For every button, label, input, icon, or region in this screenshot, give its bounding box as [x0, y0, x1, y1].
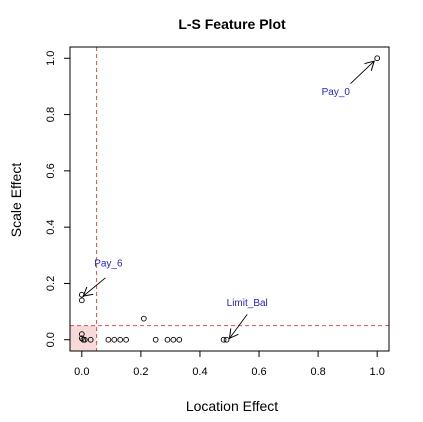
x-tick-label: 0.0: [74, 366, 89, 378]
data-point: [78, 331, 85, 337]
y-tick-label: 0.0: [45, 332, 57, 347]
data-point: [78, 335, 85, 342]
data-point: [81, 336, 88, 343]
y-tick-label: 0.6: [45, 163, 57, 178]
annotation-label: Limit_Bal: [227, 298, 268, 309]
data-point: [117, 336, 124, 343]
data-point: [170, 336, 177, 343]
x-tick-label: 0.4: [192, 366, 207, 378]
data-point: [111, 336, 118, 343]
data-point: [78, 291, 85, 298]
data-point: [164, 336, 171, 343]
x-tick-label: 1.0: [370, 366, 385, 378]
x-tick-label: 0.2: [133, 366, 148, 378]
data-point: [374, 55, 381, 62]
y-tick-label: 0.2: [45, 276, 57, 291]
y-tick-label: 0.8: [45, 107, 57, 122]
x-axis-label: Location Effect: [186, 398, 278, 414]
annotation-label: Pay_0: [322, 87, 351, 98]
threshold-region: [70, 325, 97, 351]
data-point: [78, 297, 85, 304]
plot-frame: [69, 46, 390, 352]
data-point: [176, 336, 183, 343]
data-point: [152, 336, 159, 343]
x-tick-label: 0.6: [251, 366, 266, 378]
data-point: [123, 336, 129, 343]
y-axis-label: Scale Effect: [8, 163, 24, 238]
data-point: [140, 315, 147, 322]
y-tick-label: 1.0: [45, 51, 57, 66]
y-tick-label: 0.4: [45, 219, 57, 234]
data-point: [220, 336, 227, 343]
x-axis: 0.0 0.2 0.4 0.6 0.8 1.0: [74, 351, 385, 378]
annotation-arrow: [83, 277, 106, 296]
data-point: [105, 336, 112, 343]
x-tick-label: 0.8: [310, 366, 325, 378]
y-axis: 0.0 0.2 0.4 0.6 0.8 1.0: [45, 51, 70, 347]
annotation-arrow: [350, 61, 375, 84]
annotation-label: Pay_6: [94, 259, 123, 270]
data-point: [223, 336, 230, 343]
data-point: [87, 336, 94, 343]
chart-title: L-S Feature Plot: [178, 16, 286, 32]
plot-area: Pay_0 Pay_6 Limit_Bal: [70, 47, 389, 351]
annotation-arrow: [230, 314, 248, 338]
